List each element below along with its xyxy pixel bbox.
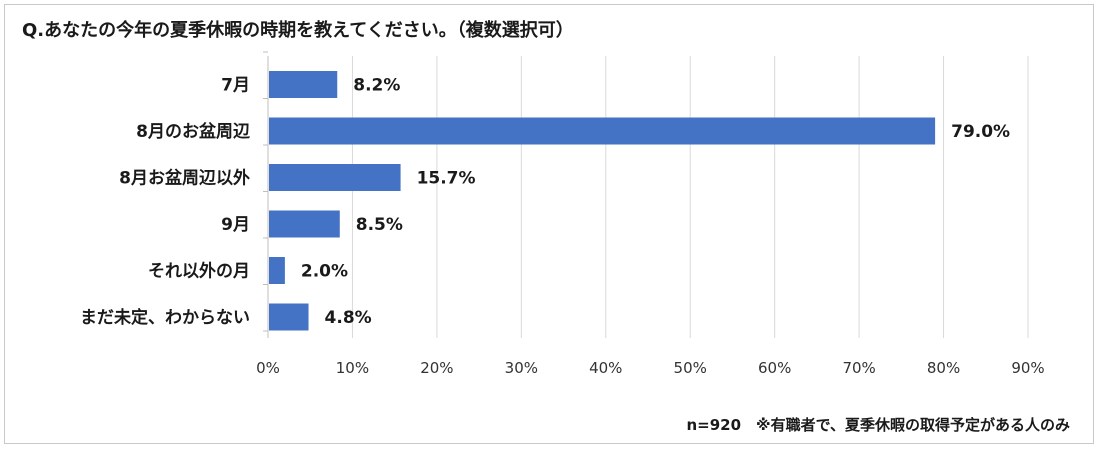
data-label: 15.7%: [417, 169, 476, 189]
category-label: 7月: [221, 76, 250, 96]
chart-footnote: n=920 ※有職者で、夏季休暇の取得予定がある人のみ: [686, 416, 1070, 434]
x-tick-label: 70%: [842, 359, 875, 377]
x-tick-label: 20%: [420, 359, 453, 377]
labels: 0% 10% 20% 30% 40% 50% 60% 70% 80% 90% 7月 8.2% 8月のお盆…: [80, 76, 1045, 378]
data-label: 4.8%: [325, 308, 372, 328]
category-label: 9月: [221, 215, 250, 235]
bar: [269, 117, 936, 145]
bar: [269, 303, 309, 331]
bar: [269, 210, 340, 238]
x-tick-label: 30%: [505, 359, 538, 377]
chart-title: Q.あなたの今年の夏季休暇の時期を教えてください。（複数選択可）: [22, 20, 574, 41]
category-label: まだ未定、わからない: [80, 307, 250, 328]
data-label: 8.2%: [353, 76, 400, 96]
data-label: 8.5%: [356, 215, 403, 235]
bar: [269, 257, 285, 284]
x-tick-label: 90%: [1011, 359, 1044, 377]
gridlines: [263, 51, 1029, 338]
chart-frame: [4, 4, 1094, 444]
data-label: 79.0%: [951, 122, 1010, 142]
x-tick-label: 80%: [927, 359, 960, 377]
x-tick-label: 60%: [758, 359, 791, 377]
bar: [269, 71, 338, 98]
category-label: 8月お盆周辺以外: [119, 168, 250, 189]
data-label: 2.0%: [301, 262, 348, 282]
bar: [269, 164, 401, 191]
x-tick-label: 0%: [256, 359, 280, 377]
category-label: 8月のお盆周辺: [136, 121, 250, 142]
category-label: それ以外の月: [148, 261, 250, 282]
x-tick-label: 10%: [336, 359, 369, 377]
x-tick-label: 40%: [589, 359, 622, 377]
bars: [269, 71, 936, 331]
x-tick-label: 50%: [674, 359, 707, 377]
